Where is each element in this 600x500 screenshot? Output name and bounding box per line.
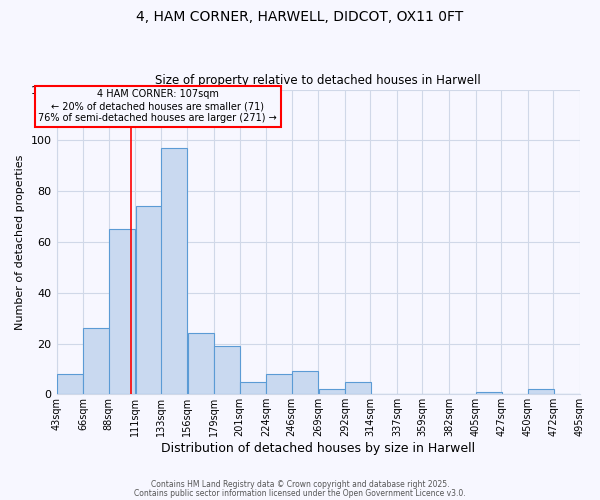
Bar bbox=[240, 382, 266, 394]
Y-axis label: Number of detached properties: Number of detached properties bbox=[15, 154, 25, 330]
Bar bbox=[528, 389, 554, 394]
Bar bbox=[161, 148, 187, 394]
X-axis label: Distribution of detached houses by size in Harwell: Distribution of detached houses by size … bbox=[161, 442, 475, 455]
Bar bbox=[266, 374, 293, 394]
Bar bbox=[136, 206, 161, 394]
Bar bbox=[345, 382, 371, 394]
Text: 4, HAM CORNER, HARWELL, DIDCOT, OX11 0FT: 4, HAM CORNER, HARWELL, DIDCOT, OX11 0FT bbox=[136, 10, 464, 24]
Bar bbox=[214, 346, 241, 395]
Text: 4 HAM CORNER: 107sqm
← 20% of detached houses are smaller (71)
76% of semi-detac: 4 HAM CORNER: 107sqm ← 20% of detached h… bbox=[38, 90, 277, 122]
Title: Size of property relative to detached houses in Harwell: Size of property relative to detached ho… bbox=[155, 74, 481, 87]
Bar bbox=[57, 374, 83, 394]
Bar bbox=[83, 328, 110, 394]
Bar bbox=[109, 229, 135, 394]
Bar bbox=[476, 392, 502, 394]
Bar bbox=[188, 334, 214, 394]
Text: Contains public sector information licensed under the Open Government Licence v3: Contains public sector information licen… bbox=[134, 489, 466, 498]
Bar bbox=[292, 372, 318, 394]
Text: Contains HM Land Registry data © Crown copyright and database right 2025.: Contains HM Land Registry data © Crown c… bbox=[151, 480, 449, 489]
Bar bbox=[319, 389, 344, 394]
